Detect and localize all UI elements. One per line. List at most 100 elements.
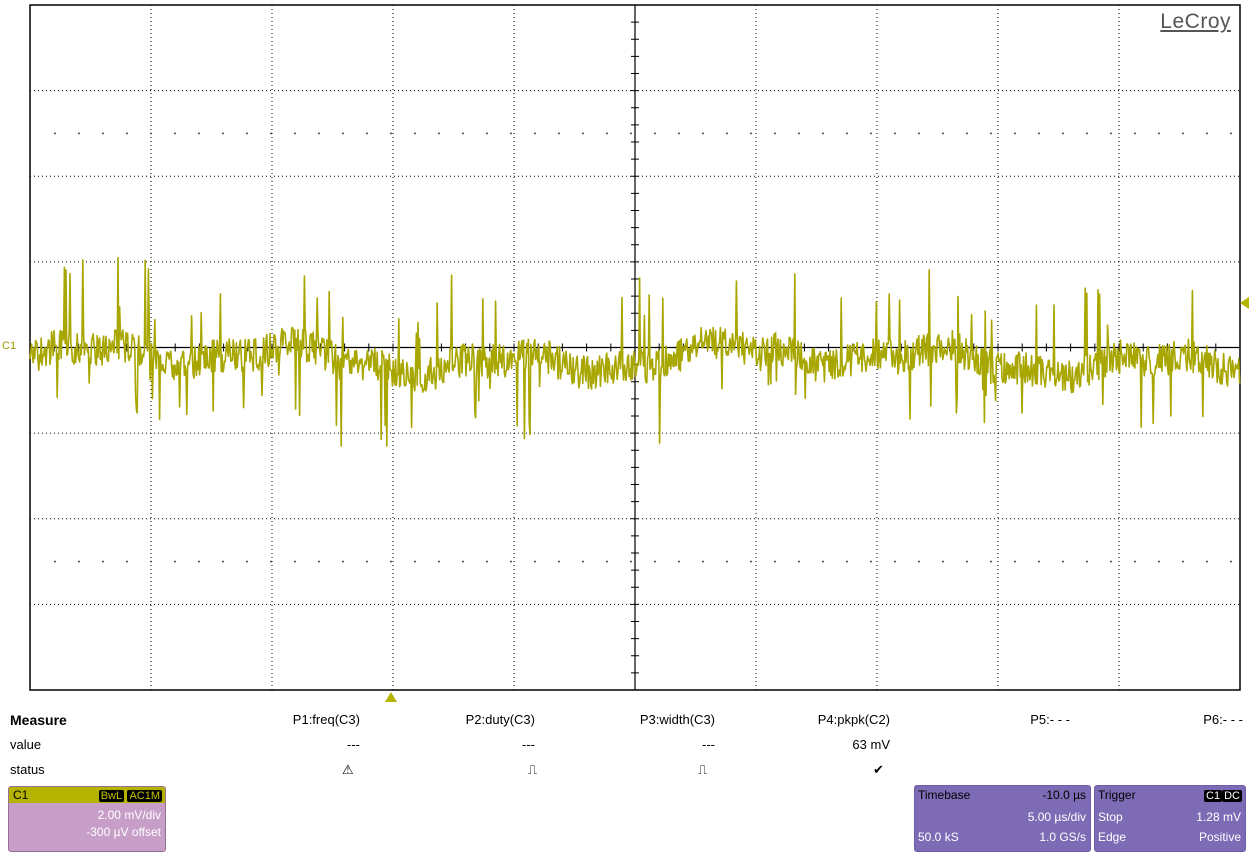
param-p3-value: --- xyxy=(702,737,715,752)
param-p1-value: --- xyxy=(347,737,360,752)
timebase-rate: 1.0 GS/s xyxy=(1039,830,1086,844)
trigger-time-marker[interactable] xyxy=(385,692,397,702)
grid-dot xyxy=(1182,132,1184,135)
grid-dot xyxy=(150,132,152,135)
waveform-display[interactable]: LeCroy C1 xyxy=(0,0,1249,702)
grid-dot xyxy=(774,560,776,563)
grid-dot xyxy=(126,132,128,135)
grid-dot xyxy=(630,560,632,563)
grid-dot xyxy=(894,132,896,135)
param-p4-name[interactable]: P4:pkpk(C2) xyxy=(817,712,890,727)
grid-dot xyxy=(1158,560,1160,563)
channel-c1-scale: 2.00 mV/div xyxy=(97,808,161,822)
grid-dot xyxy=(870,560,872,563)
coupling-badge: AC1M xyxy=(127,790,162,802)
grid-dot xyxy=(750,132,752,135)
grid-dot xyxy=(702,132,704,135)
trigger-level: 1.28 mV xyxy=(1196,810,1241,824)
measure-title: Measure xyxy=(10,712,67,728)
grid-dot xyxy=(1086,560,1088,563)
grid-dot xyxy=(918,132,920,135)
timebase-label: Timebase xyxy=(918,788,971,802)
trigger-coupling: DC xyxy=(1222,790,1242,802)
check-icon: ✔ xyxy=(873,762,884,777)
grid-dot xyxy=(390,132,392,135)
grid-dot xyxy=(606,132,608,135)
grid-dot xyxy=(486,132,488,135)
grid-dot xyxy=(510,560,512,563)
grid-dot xyxy=(246,132,248,135)
grid-dot xyxy=(942,560,944,563)
grid-dot xyxy=(1206,560,1208,563)
param-p6-name[interactable]: P6:- - - xyxy=(1203,712,1243,727)
trigger-box[interactable]: Trigger C1 DC Stop 1.28 mV Edge Positive xyxy=(1094,785,1246,852)
timebase-scale: 5.00 µs/div xyxy=(1027,810,1086,824)
grid-dot xyxy=(798,132,800,135)
grid-dot xyxy=(102,132,104,135)
grid-dot xyxy=(174,560,176,563)
grid-dot xyxy=(846,132,848,135)
trigger-label: Trigger xyxy=(1098,788,1136,802)
timebase-samples: 50.0 kS xyxy=(918,830,959,844)
grid-dot xyxy=(54,132,56,135)
grid-dot xyxy=(342,560,344,563)
grid-dot xyxy=(1182,560,1184,563)
grid-dot xyxy=(1206,132,1208,135)
trigger-source: C1 xyxy=(1204,790,1223,802)
channel-c1-box[interactable]: C1 BwL AC1M 2.00 mV/div -300 µV offset xyxy=(8,786,166,852)
grid-dot xyxy=(654,132,656,135)
grid-dot xyxy=(1062,132,1064,135)
grid-dot xyxy=(486,560,488,563)
trigger-type: Edge xyxy=(1098,830,1127,844)
channel-c1-header: C1 BwL AC1M xyxy=(9,787,165,803)
channel-c1-marker[interactable]: C1 xyxy=(2,340,17,352)
grid-dot xyxy=(198,560,200,563)
grid-dot xyxy=(558,560,560,563)
status-row-label: status xyxy=(10,762,45,777)
grid-dot xyxy=(990,132,992,135)
grid-dot xyxy=(270,560,272,563)
grid-dot xyxy=(942,132,944,135)
graticule-frame xyxy=(29,4,1241,691)
waveform-grid xyxy=(29,4,1241,691)
channel-c1-name: C1 xyxy=(13,788,29,802)
measure-table[interactable]: Measure P1:freq(C3) P2:duty(C3) P3:width… xyxy=(0,712,1249,782)
pulse-icon: ⎍ xyxy=(528,762,538,777)
grid-dot xyxy=(1038,560,1040,563)
grid-dot xyxy=(1134,560,1136,563)
grid-dot xyxy=(390,560,392,563)
grid-dot xyxy=(582,560,584,563)
grid-dot xyxy=(150,560,152,563)
param-p4-value: 63 mV xyxy=(852,737,890,752)
param-p3-name[interactable]: P3:width(C3) xyxy=(639,712,715,727)
param-p2-value: --- xyxy=(522,737,535,752)
grid-dot xyxy=(990,560,992,563)
grid-dot xyxy=(846,560,848,563)
param-p1-name[interactable]: P1:freq(C3) xyxy=(292,712,360,727)
grid-dot xyxy=(630,132,632,135)
trigger-level-marker[interactable] xyxy=(1240,297,1249,309)
pulse-icon: ⎍ xyxy=(698,762,708,777)
grid-dot xyxy=(318,560,320,563)
value-row-label: value xyxy=(10,737,42,752)
grid-dot xyxy=(222,560,224,563)
grid-dot xyxy=(966,132,968,135)
grid-dot xyxy=(438,560,440,563)
grid-dot xyxy=(966,560,968,563)
grid-dot xyxy=(1014,560,1016,563)
timebase-box[interactable]: Timebase -10.0 µs 5.00 µs/div 50.0 kS 1.… xyxy=(914,785,1091,852)
param-p2-name[interactable]: P2:duty(C3) xyxy=(465,712,535,727)
grid-dot xyxy=(558,132,560,135)
param-p5-name[interactable]: P5:- - - xyxy=(1030,712,1070,727)
grid-dot xyxy=(294,560,296,563)
grid-dot xyxy=(798,560,800,563)
grid-dot xyxy=(510,132,512,135)
grid-dot xyxy=(342,132,344,135)
grid-dot xyxy=(1062,560,1064,563)
bwl-badge: BwL xyxy=(98,790,125,802)
grid-dot xyxy=(78,560,80,563)
warning-icon: ⚠ xyxy=(342,762,354,777)
grid-dot xyxy=(822,132,824,135)
grid-dot xyxy=(126,560,128,563)
grid-dot xyxy=(318,132,320,135)
